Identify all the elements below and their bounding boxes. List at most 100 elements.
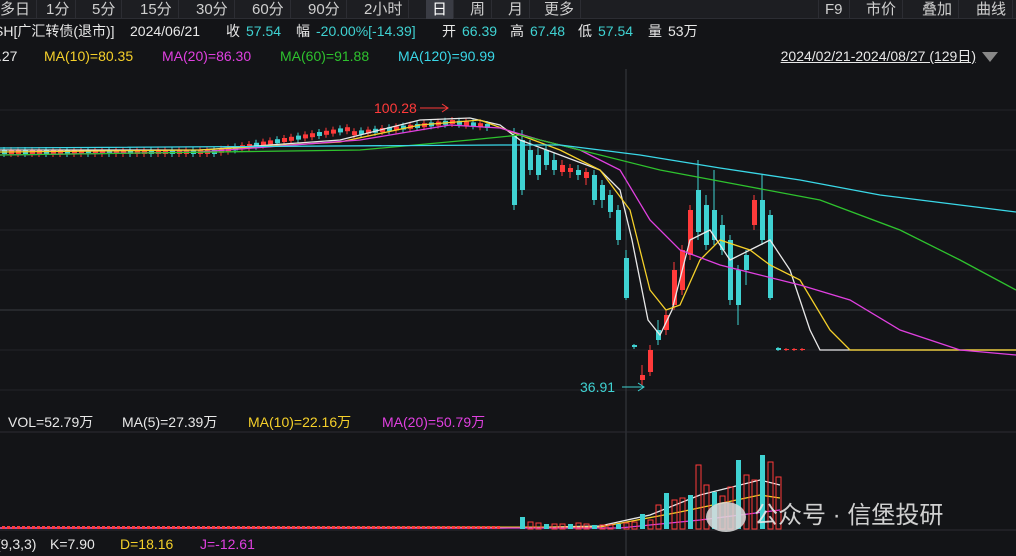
date-range-selector[interactable]: 2024/02/21-2024/08/27 (129日) (780, 48, 976, 64)
tab-day[interactable]: 日 (426, 0, 455, 19)
candle-body (656, 330, 661, 340)
tab-30min[interactable]: 30分 (190, 0, 235, 19)
volume-bar (7, 526, 10, 529)
candle-body (616, 210, 621, 240)
volume-bar (212, 526, 215, 529)
tab-month[interactable]: 月 (502, 0, 531, 19)
candle-body (310, 133, 315, 138)
candle-body (303, 134, 308, 139)
f9-button[interactable]: F9 (818, 0, 850, 19)
candle-body (696, 190, 701, 232)
volume-bar (132, 526, 135, 529)
market-price-button[interactable]: 市价 (860, 0, 904, 19)
volume-bar (292, 526, 295, 529)
candle-body (784, 349, 789, 350)
candle-body (289, 136, 294, 141)
volume-bar (392, 526, 395, 529)
volume-bar (12, 526, 15, 529)
volume-bar (417, 526, 420, 529)
high-value: 67.48 (530, 23, 566, 39)
volume-bar (767, 461, 774, 530)
volume-bar (77, 526, 80, 529)
candle-body (268, 140, 273, 145)
volume-bar (92, 526, 95, 529)
volume-bar (751, 479, 758, 530)
low-price-annotation: 36.91 (580, 379, 615, 395)
volume-bar (82, 526, 85, 529)
tab-2hour[interactable]: 2小时 (358, 0, 410, 19)
volume-bar (616, 524, 621, 529)
candle-body (296, 135, 301, 140)
candle-body (324, 130, 329, 135)
volume-bar (482, 526, 485, 529)
candle-body (135, 150, 140, 154)
volume-bar (267, 526, 270, 529)
ma120-value: MA(120)=90.99 (398, 48, 495, 64)
volume-bar (631, 521, 638, 530)
tab-60min[interactable]: 60分 (246, 0, 291, 19)
kdj-k: K=7.90 (50, 536, 95, 552)
ma5-value: .27 (0, 48, 18, 64)
candle-body (394, 126, 399, 131)
tab-more[interactable]: 更多 (538, 0, 582, 19)
candle-body (93, 150, 98, 154)
volume-bar (297, 526, 300, 529)
volume-bar (551, 523, 558, 530)
tab-90min[interactable]: 90分 (302, 0, 347, 19)
volume-bar (177, 526, 180, 529)
volume-bar (623, 522, 630, 530)
candle-body (86, 150, 91, 154)
volume-bar (207, 526, 210, 529)
volume-bar (287, 526, 290, 529)
candle-body (331, 129, 336, 134)
volume-bar (197, 526, 200, 529)
volume-bar (520, 517, 525, 529)
candle-body (592, 175, 597, 200)
candle-body (261, 141, 266, 146)
grid-lines (0, 69, 1016, 556)
candle-body (544, 150, 549, 165)
volume-label: 量 (648, 23, 662, 39)
vol-ma10: MA(10)=22.16万 (248, 414, 352, 430)
volume-bar (607, 524, 614, 530)
ma5-line (0, 117, 1016, 351)
candle-body (359, 130, 364, 135)
volume-bar (592, 525, 597, 529)
candle-body (142, 150, 147, 154)
tab-multi-day[interactable]: 多日 (0, 0, 38, 19)
low-arrow-head (637, 382, 645, 392)
volume-bar (232, 526, 235, 529)
ma60-line (0, 134, 1016, 291)
volume-bar (202, 526, 205, 529)
volume-bar (372, 526, 375, 529)
kdj-params: (9,3,3) (0, 536, 37, 552)
tab-1min[interactable]: 1分 (40, 0, 77, 19)
volume-bar (387, 526, 390, 529)
volume-bar (127, 526, 130, 529)
volume-bar (52, 526, 55, 529)
volume-bar (407, 526, 410, 529)
volume-bar (457, 526, 460, 529)
candle-body (512, 135, 517, 205)
candle-body (345, 127, 350, 132)
quote-info-bar: SH[广汇转债(退市)] 2024/06/21 收 57.54 幅 -20.00… (0, 19, 1016, 43)
volume-bar (102, 526, 105, 529)
candle-body (632, 345, 637, 347)
candle-body (744, 255, 749, 270)
candle-body (149, 150, 154, 154)
dropdown-arrow-icon[interactable] (982, 52, 998, 62)
candle-body (282, 138, 287, 142)
tab-5min[interactable]: 5分 (86, 0, 123, 19)
candle-body (688, 210, 693, 255)
candle-body (776, 348, 781, 350)
volume-bar (332, 526, 335, 529)
volume-bar (599, 524, 606, 530)
tab-15min[interactable]: 15分 (134, 0, 179, 19)
overlay-button[interactable]: 叠加 (916, 0, 960, 19)
curve-button[interactable]: 曲线 (970, 0, 1014, 19)
candle-body (800, 349, 805, 350)
candle-body (608, 195, 613, 212)
volume-bar (17, 526, 20, 529)
tab-week[interactable]: 周 (464, 0, 493, 19)
